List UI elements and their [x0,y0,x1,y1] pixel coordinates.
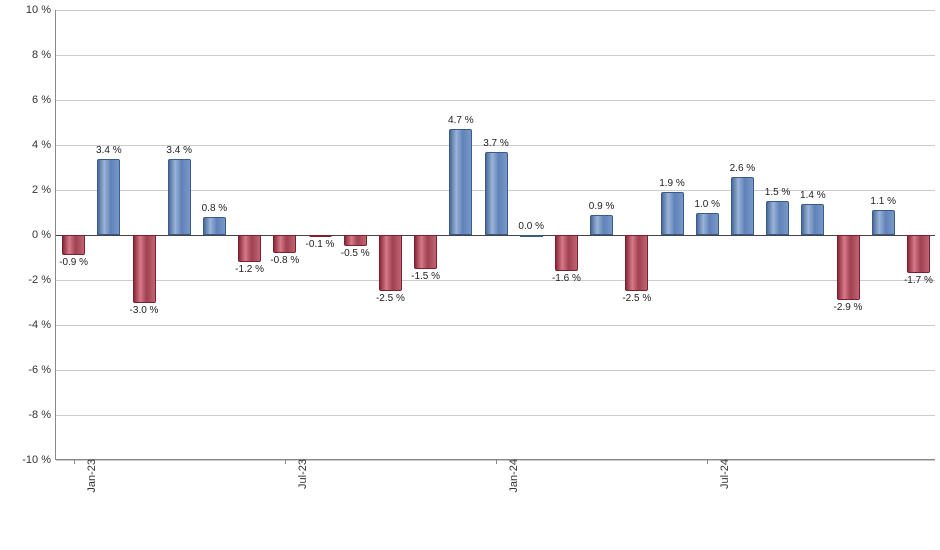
x-tick-label: Jan-23 [78,459,98,493]
y-tick-label: -8 % [28,409,56,421]
x-tick-mark [74,459,75,464]
bar-label: 1.4 % [800,190,826,201]
x-tick-mark [285,459,286,464]
bar-label: 3.7 % [483,138,509,149]
bar-label: 1.1 % [870,196,896,207]
y-tick-label: -6 % [28,364,56,376]
y-tick-label: 10 % [26,4,56,16]
bar [414,235,437,269]
bar [590,215,613,235]
y-tick-label: -2 % [28,274,56,286]
bar-label: 0.0 % [518,221,544,232]
bar [731,177,754,236]
plot-area: -10 %-8 %-6 %-4 %-2 %0 %2 %4 %6 %8 %10 %… [55,10,935,460]
bar [837,235,860,300]
bar [309,235,332,237]
bar-label: 3.4 % [166,145,192,156]
bar-label: 2.6 % [730,163,756,174]
bar-label: -0.9 % [59,257,88,268]
x-tick-mark [707,459,708,464]
bar-label: 1.5 % [765,187,791,198]
gridline [56,100,935,101]
bar-label: -3.0 % [130,305,159,316]
gridline [56,415,935,416]
gridline [56,10,935,11]
bar [766,201,789,235]
gridline [56,370,935,371]
bar [661,192,684,235]
y-tick-label: 0 % [32,229,56,241]
bar [801,204,824,236]
bar-label: -1.6 % [552,273,581,284]
gridline [56,325,935,326]
bar [520,235,543,237]
bar-label: -0.1 % [306,239,335,250]
bar-label: 1.0 % [694,199,720,210]
bar [449,129,472,235]
bar-label: 4.7 % [448,115,474,126]
bar [133,235,156,303]
gridline [56,55,935,56]
y-tick-label: -4 % [28,319,56,331]
y-tick-label: -10 % [22,454,56,466]
bar [273,235,296,253]
bar-label: -1.7 % [904,275,933,286]
x-tick-label: Jul-24 [711,459,731,489]
bar [379,235,402,291]
bar [696,213,719,236]
y-tick-label: 6 % [32,94,56,106]
bar-label: 0.9 % [589,201,615,212]
bar [344,235,367,246]
x-tick-label: Jan-24 [500,459,520,493]
x-tick-mark [496,459,497,464]
y-tick-label: 2 % [32,184,56,196]
y-tick-label: 8 % [32,49,56,61]
bar-label: 3.4 % [96,145,122,156]
chart-container: -10 % -8 % -6 % -4 % -2 % 0 % 2 % 4 % 6 % 8 % 10 %… [0,0,940,550]
bar-label: -1.5 % [411,271,440,282]
bar-label: 0.8 % [202,203,228,214]
bar [62,235,85,255]
y-tick-label: 4 % [32,139,56,151]
bar [97,159,120,236]
x-tick-label: Jul-23 [289,459,309,489]
bar-label: -2.5 % [622,293,651,304]
bar [872,210,895,235]
bar-label: -0.5 % [341,248,370,259]
bar [485,152,508,235]
bar [625,235,648,291]
bar-label: -0.8 % [270,255,299,266]
bar-label: -1.2 % [235,264,264,275]
bar-label: -2.5 % [376,293,405,304]
bar [907,235,930,273]
zero-line [56,235,935,236]
bar-label: -2.9 % [834,302,863,313]
bar [238,235,261,262]
gridline [56,280,935,281]
bar-label: 1.9 % [659,178,685,189]
bar [203,217,226,235]
bar [168,159,191,236]
bar [555,235,578,271]
